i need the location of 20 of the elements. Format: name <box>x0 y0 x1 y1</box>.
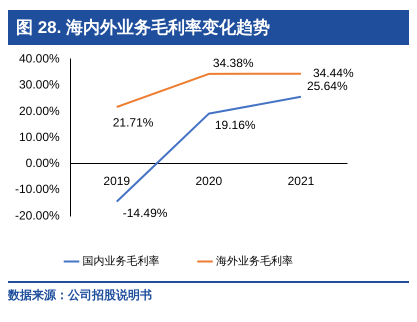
x-tick-label: 2020 <box>195 174 223 188</box>
y-tick-label: 20.00% <box>18 104 60 118</box>
x-tick-label: 2021 <box>288 174 315 188</box>
legend-label: 国内业务毛利率 <box>82 254 160 268</box>
data-label: -14.49% <box>122 206 168 220</box>
data-label: 34.38% <box>212 56 254 70</box>
source-note: 数据来源：公司招股说明书 <box>8 287 153 304</box>
data-label: 34.44% <box>312 66 354 80</box>
y-tick-label: 30.00% <box>18 78 60 92</box>
x-tick-label: 2019 <box>103 174 130 188</box>
y-tick-label: 40.00% <box>18 52 60 66</box>
y-tick-label: -20.00% <box>14 208 60 222</box>
y-tick-label: 10.00% <box>18 130 60 144</box>
y-tick-label: 0.00% <box>26 156 60 170</box>
y-tick-label: -10.00% <box>14 182 60 196</box>
data-label: 25.64% <box>306 79 348 94</box>
legend-label: 海外业务毛利率 <box>216 254 293 268</box>
data-label: 21.71% <box>112 115 154 130</box>
data-label: 19.16% <box>214 118 256 132</box>
chart-title: 图 28. 海内外业务毛利率变化趋势 <box>8 8 409 45</box>
